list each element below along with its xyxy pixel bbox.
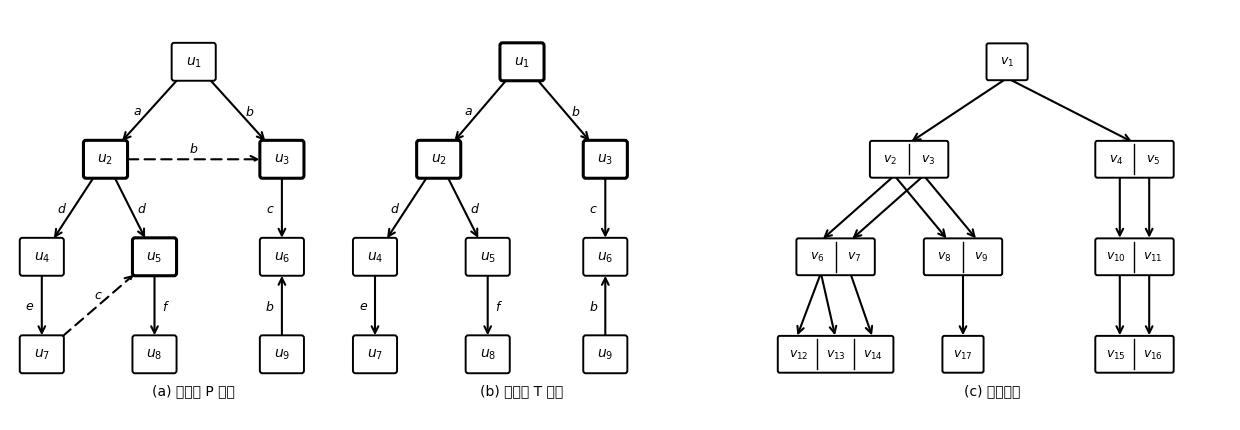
FancyBboxPatch shape	[20, 238, 63, 276]
Text: $e$: $e$	[26, 299, 35, 312]
FancyBboxPatch shape	[260, 335, 304, 373]
Text: $u_{1}$: $u_{1}$	[513, 55, 529, 70]
Text: $u_{3}$: $u_{3}$	[598, 153, 614, 167]
FancyBboxPatch shape	[260, 238, 304, 276]
Text: $v_{15}$: $v_{15}$	[1106, 348, 1126, 361]
Text: $a$: $a$	[134, 105, 143, 118]
Text: $c$: $c$	[94, 289, 103, 301]
Text: $d$: $d$	[470, 202, 480, 215]
Text: $u_{4}$: $u_{4}$	[33, 250, 50, 264]
FancyBboxPatch shape	[20, 335, 63, 373]
Text: $v_{1}$: $v_{1}$	[999, 56, 1014, 69]
Text: (b) 生成树 T 结构: (b) 生成树 T 结构	[480, 383, 564, 397]
Text: $f$: $f$	[162, 299, 170, 313]
Text: $c$: $c$	[265, 202, 274, 215]
Text: $b$: $b$	[188, 142, 198, 156]
Text: $v_{2}$: $v_{2}$	[883, 154, 898, 166]
FancyBboxPatch shape	[83, 141, 128, 179]
Text: $v_{12}$: $v_{12}$	[789, 348, 808, 361]
FancyBboxPatch shape	[942, 336, 983, 373]
Text: $v_{11}$: $v_{11}$	[1143, 251, 1163, 264]
Text: $v_{13}$: $v_{13}$	[826, 348, 846, 361]
Text: $u_{6}$: $u_{6}$	[598, 250, 614, 264]
Text: $u_{5}$: $u_{5}$	[146, 250, 162, 264]
Text: $v_{14}$: $v_{14}$	[863, 348, 883, 361]
FancyBboxPatch shape	[417, 141, 461, 179]
FancyBboxPatch shape	[987, 44, 1028, 81]
Text: $u_{8}$: $u_{8}$	[146, 347, 162, 362]
Text: $d$: $d$	[136, 202, 146, 215]
FancyBboxPatch shape	[500, 44, 544, 82]
Text: $u_{3}$: $u_{3}$	[274, 153, 290, 167]
Text: $b$: $b$	[265, 299, 275, 313]
FancyBboxPatch shape	[353, 238, 397, 276]
FancyBboxPatch shape	[466, 335, 510, 373]
Text: $v_{17}$: $v_{17}$	[954, 348, 973, 361]
Text: (c) 数据结构: (c) 数据结构	[965, 383, 1021, 397]
Text: $d$: $d$	[391, 202, 401, 215]
FancyBboxPatch shape	[583, 238, 627, 276]
Text: $v_{7}$: $v_{7}$	[847, 251, 862, 264]
FancyBboxPatch shape	[1095, 141, 1174, 178]
Text: $v_{4}$: $v_{4}$	[1109, 154, 1123, 166]
Text: $b$: $b$	[589, 299, 598, 313]
Text: $u_{2}$: $u_{2}$	[98, 153, 114, 167]
Text: $a$: $a$	[464, 105, 472, 118]
Text: $d$: $d$	[57, 202, 67, 215]
Text: $e$: $e$	[358, 299, 368, 312]
FancyBboxPatch shape	[924, 239, 1002, 276]
Text: $u_{5}$: $u_{5}$	[480, 250, 496, 264]
Text: $u_{4}$: $u_{4}$	[367, 250, 383, 264]
Text: $u_{8}$: $u_{8}$	[480, 347, 496, 362]
FancyBboxPatch shape	[777, 336, 893, 373]
Text: $f$: $f$	[496, 299, 503, 313]
FancyBboxPatch shape	[870, 141, 949, 178]
Text: $v_{9}$: $v_{9}$	[975, 251, 988, 264]
Text: $u_{7}$: $u_{7}$	[367, 347, 383, 362]
Text: $u_{1}$: $u_{1}$	[186, 55, 202, 70]
FancyBboxPatch shape	[353, 335, 397, 373]
FancyBboxPatch shape	[1095, 239, 1174, 276]
FancyBboxPatch shape	[133, 335, 176, 373]
FancyBboxPatch shape	[583, 335, 627, 373]
FancyBboxPatch shape	[466, 238, 510, 276]
Text: $u_{7}$: $u_{7}$	[33, 347, 50, 362]
Text: (a) 模式图 P 结构: (a) 模式图 P 结构	[153, 383, 236, 397]
FancyBboxPatch shape	[796, 239, 874, 276]
Text: $u_{9}$: $u_{9}$	[598, 347, 614, 362]
Text: $u_{2}$: $u_{2}$	[430, 153, 446, 167]
Text: $v_{16}$: $v_{16}$	[1143, 348, 1163, 361]
FancyBboxPatch shape	[171, 44, 216, 82]
Text: $v_{3}$: $v_{3}$	[920, 154, 935, 166]
FancyBboxPatch shape	[1095, 336, 1174, 373]
FancyBboxPatch shape	[583, 141, 627, 179]
Text: $v_{6}$: $v_{6}$	[810, 251, 825, 264]
Text: $b$: $b$	[570, 104, 580, 118]
Text: $b$: $b$	[244, 104, 254, 118]
Text: $v_{8}$: $v_{8}$	[937, 251, 951, 264]
FancyBboxPatch shape	[133, 238, 176, 276]
Text: $u_{9}$: $u_{9}$	[274, 347, 290, 362]
Text: $v_{5}$: $v_{5}$	[1146, 154, 1161, 166]
Text: $u_{6}$: $u_{6}$	[274, 250, 290, 264]
FancyBboxPatch shape	[260, 141, 304, 179]
Text: $v_{10}$: $v_{10}$	[1106, 251, 1126, 264]
Text: $c$: $c$	[589, 202, 598, 215]
